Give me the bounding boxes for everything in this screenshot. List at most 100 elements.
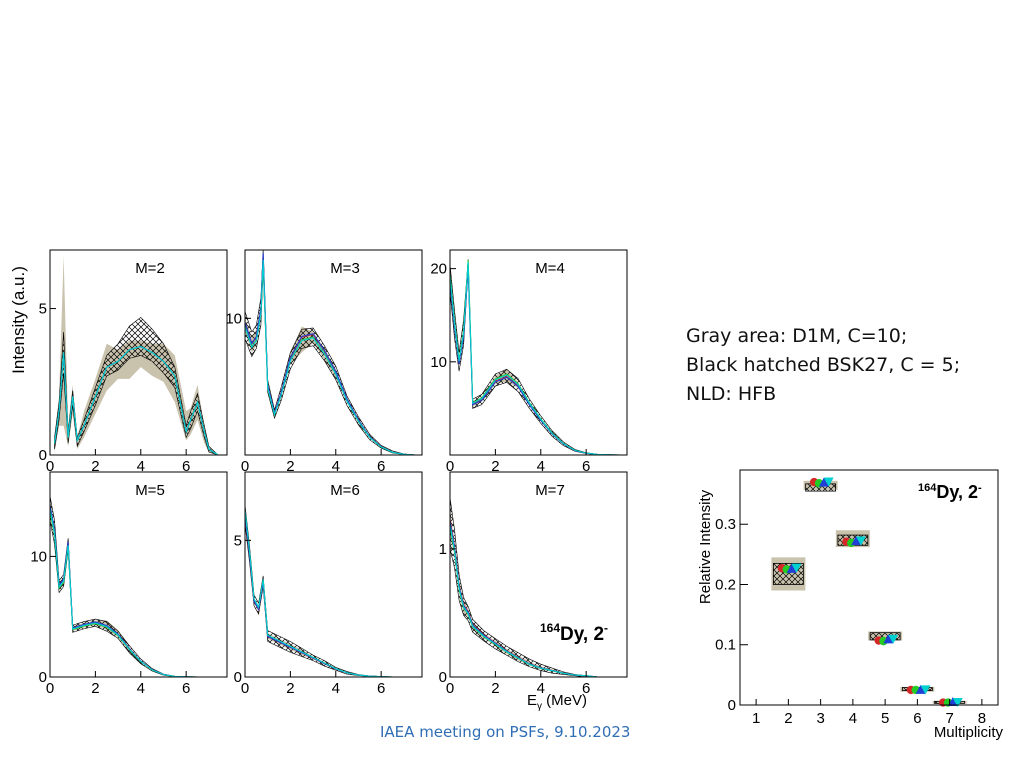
x-tick-label: 2 — [91, 458, 99, 475]
gray-band-d1m — [245, 507, 416, 677]
mult-marker — [947, 696, 958, 706]
notes-line-nld: NLD: HFB — [686, 383, 777, 405]
y-tick-label: 0 — [439, 669, 447, 686]
mult-y-tick-label: 0 — [728, 697, 736, 714]
x-tick-label: 6 — [582, 680, 590, 697]
y-tick-label: 10 — [30, 548, 47, 565]
gray-band-d1m — [450, 510, 621, 677]
spectrum-series-line — [449, 521, 621, 678]
mult-marker — [855, 536, 866, 546]
spectrum-series-line — [244, 514, 416, 678]
spectrum-series-line — [49, 506, 221, 678]
spectrum-series-line — [244, 259, 416, 456]
spectrum-panel: M=2 0 2 4 6 0 5 — [39, 249, 228, 475]
mult-x-tick-label: 3 — [816, 710, 824, 727]
panel-frame — [49, 249, 228, 456]
spectrum-series-line — [244, 509, 416, 678]
spectrum-panel: M=6 0 2 4 6 0 5 — [234, 471, 423, 697]
hatched-band-bsk27 — [244, 504, 416, 678]
x-tick-label: 4 — [332, 458, 340, 475]
panel-label: M=5 — [135, 482, 165, 499]
spectrum-series-line — [449, 526, 621, 678]
spectrum-series-line — [449, 520, 621, 678]
mult-marker — [823, 477, 834, 487]
mult-x-tick-label: 7 — [945, 710, 953, 727]
spectrum-panel: M=3 0 2 4 6 10 — [225, 249, 423, 475]
mult-y-tick-label: 0.2 — [715, 576, 736, 593]
x-tick-label: 6 — [182, 458, 190, 475]
notes-line-gray: Gray area: D1M, C=10; — [686, 325, 908, 347]
x-tick-label: 4 — [137, 458, 145, 475]
y-tick-label: 5 — [39, 301, 47, 318]
spectrum-series-line — [53, 346, 219, 456]
y-tick-label: 10 — [225, 310, 242, 327]
multiplicity-marks: 1 2 3 4 5 6 7 8 0 0.1 0.2 0.3 — [715, 469, 999, 727]
y-tick-label: 0 — [39, 669, 47, 686]
x-tick-label: 0 — [241, 680, 249, 697]
panel-frame — [449, 249, 628, 456]
spectrum-series-line — [244, 253, 416, 456]
y-tick-label: 5 — [234, 532, 242, 549]
footer-text: IAEA meeting on PSFs, 9.10.2023 — [380, 723, 631, 741]
mult-frame — [739, 469, 999, 706]
x-tick-label: 2 — [491, 680, 499, 697]
spectrum-series-line — [449, 267, 621, 456]
mult-marker — [915, 684, 926, 694]
hatched-band-bsk27 — [244, 249, 416, 456]
panel-label: M=7 — [535, 482, 565, 499]
x-tick-label: 0 — [241, 458, 249, 475]
mult-y-tick-label: 0.3 — [715, 516, 736, 533]
x-tick-label: 6 — [582, 458, 590, 475]
x-tick-label: 2 — [491, 458, 499, 475]
spectrum-series-line — [244, 252, 416, 456]
mult-x-tick-label: 1 — [752, 710, 760, 727]
x-tick-label: 6 — [377, 680, 385, 697]
mult-y-tick-label: 0.1 — [715, 637, 736, 654]
panel-label: M=3 — [330, 260, 360, 277]
spectrum-panel: M=4 0 2 4 6 10 20 — [430, 249, 628, 475]
y-tick-label: 10 — [430, 354, 447, 371]
x-tick-label: 6 — [377, 458, 385, 475]
hatched-band-bsk27 — [449, 259, 621, 456]
spectrum-series-line — [244, 511, 416, 678]
panel-label: M=4 — [535, 260, 565, 277]
y-tick-label: 0 — [39, 447, 47, 464]
hatched-band-bsk27 — [49, 496, 221, 678]
spectrum-series-line — [449, 265, 621, 456]
x-tick-label: 4 — [332, 680, 340, 697]
x-tick-label: 4 — [137, 680, 145, 697]
model-notes: Gray area: D1M, C=10; Black hatched BSK2… — [686, 322, 960, 409]
spectrum-series-line — [449, 260, 621, 456]
mult-x-tick-label: 8 — [978, 710, 986, 727]
x-tick-label: 0 — [46, 680, 54, 697]
mult-marker — [786, 563, 797, 573]
spectrum-series-line — [49, 508, 221, 678]
x-tick-label: 2 — [91, 680, 99, 697]
y-tick-label: 20 — [430, 261, 447, 278]
mult-y-axis-label: Relative Intensity — [697, 489, 714, 604]
spectrum-panel: M=5 0 2 4 6 0 10 — [30, 471, 228, 697]
spectrum-series-line — [449, 262, 621, 456]
mult-x-tick-label: 4 — [849, 710, 857, 727]
panel-frame — [49, 471, 228, 678]
mult-x-tick-label: 6 — [913, 710, 921, 727]
spectrum-panel: M=7 0 2 4 6 0 1 — [439, 471, 628, 697]
x-tick-label: 0 — [46, 458, 54, 475]
mult-x-tick-label: 5 — [881, 710, 889, 727]
panel-frame — [244, 249, 423, 456]
x-axis-label: Eγ (MeV) — [527, 692, 587, 712]
mult-marker — [888, 634, 899, 644]
hatched-band-bsk27 — [54, 316, 219, 456]
nucleus-annotation: 164Dy, 2- — [540, 621, 608, 645]
x-tick-label: 2 — [286, 680, 294, 697]
panel-label: M=6 — [330, 482, 360, 499]
panel-frame — [449, 471, 628, 678]
y-tick-label: 1 — [439, 541, 447, 558]
notes-line-hatched: Black hatched BSK27, C = 5; — [686, 354, 961, 376]
hatched-band-bsk27 — [449, 497, 621, 678]
spectrum-series-line — [244, 515, 416, 678]
x-tick-label: 6 — [182, 680, 190, 697]
spectrum-series-line — [449, 524, 621, 678]
